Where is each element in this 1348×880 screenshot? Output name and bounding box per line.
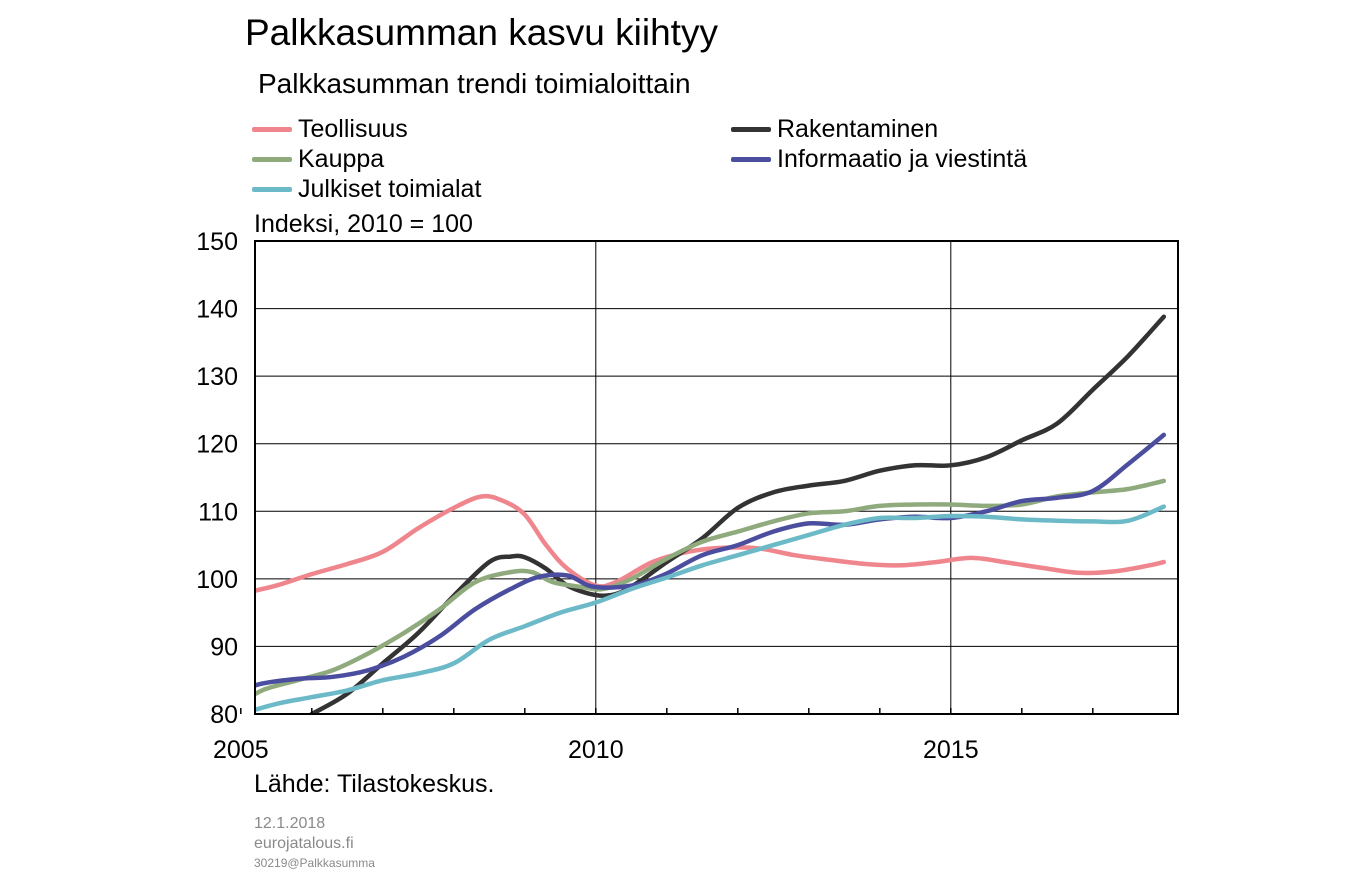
footer-site: eurojatalous.fi (254, 835, 354, 852)
legend-label-teollisuus: Teollisuus (298, 115, 408, 143)
legend-swatch-rakentaminen (731, 126, 771, 132)
legend-item-rakentaminen: Rakentaminen (731, 114, 938, 144)
y-tick-label-100: 100 (196, 566, 238, 594)
legend-swatch-julkiset (252, 186, 292, 192)
plot-frame (254, 240, 1179, 715)
y-tick-label-120: 120 (196, 431, 238, 459)
y-tick-label-150: 150 (196, 228, 238, 256)
legend-item-teollisuus: Teollisuus (252, 114, 408, 144)
legend-label-rakentaminen: Rakentaminen (777, 115, 939, 143)
legend-label-informaatio: Informaatio ja viestintä (777, 145, 1028, 173)
footer-date: 12.1.2018 (254, 815, 326, 832)
chart-subtitle: Palkkasumman trendi toimialoittain (258, 68, 691, 99)
y-tick-label-130: 130 (196, 363, 238, 391)
y-tick-label-110: 110 (198, 498, 238, 526)
y-axis-label: Indeksi, 2010 = 100 (254, 210, 473, 238)
series-line-informaatio-ja-viestint- (255, 432, 1167, 688)
legend-item-kauppa: Kauppa (252, 144, 384, 174)
x-tick-label-2010: 2010 (568, 736, 624, 764)
y-tick-label-80: 80 (210, 701, 238, 729)
y-tick-label-90: 90 (210, 633, 238, 661)
y-tick-label-140: 140 (196, 296, 238, 324)
legend-item-julkiset: Julkiset toimialat (252, 174, 481, 204)
series-line-kauppa (255, 478, 1167, 697)
x-tick-label-2015: 2015 (923, 736, 979, 764)
legend-item-informaatio: Informaatio ja viestintä (731, 144, 1027, 174)
legend-swatch-kauppa (252, 156, 292, 162)
x-tick-label-2005: 2005 (213, 736, 269, 764)
grid-layer (255, 241, 1178, 714)
legend-label-julkiset: Julkiset toimialat (298, 175, 482, 203)
series-line-julkiset-toimialat (255, 504, 1167, 713)
footer-code: 30219@Palkkasumma (254, 856, 375, 870)
chart-title: Palkkasumman kasvu kiihtyy (245, 12, 718, 53)
tick-layer: 80 90 100 110 120 130 140 150 2005 2010 2015 (196, 228, 1094, 764)
legend-swatch-informaatio (731, 156, 771, 162)
legend-label-kauppa: Kauppa (298, 145, 385, 173)
source-note: Lähde: Tilastokeskus. (254, 770, 495, 798)
legend-swatch-teollisuus (252, 126, 292, 132)
series-layer (255, 314, 1167, 714)
